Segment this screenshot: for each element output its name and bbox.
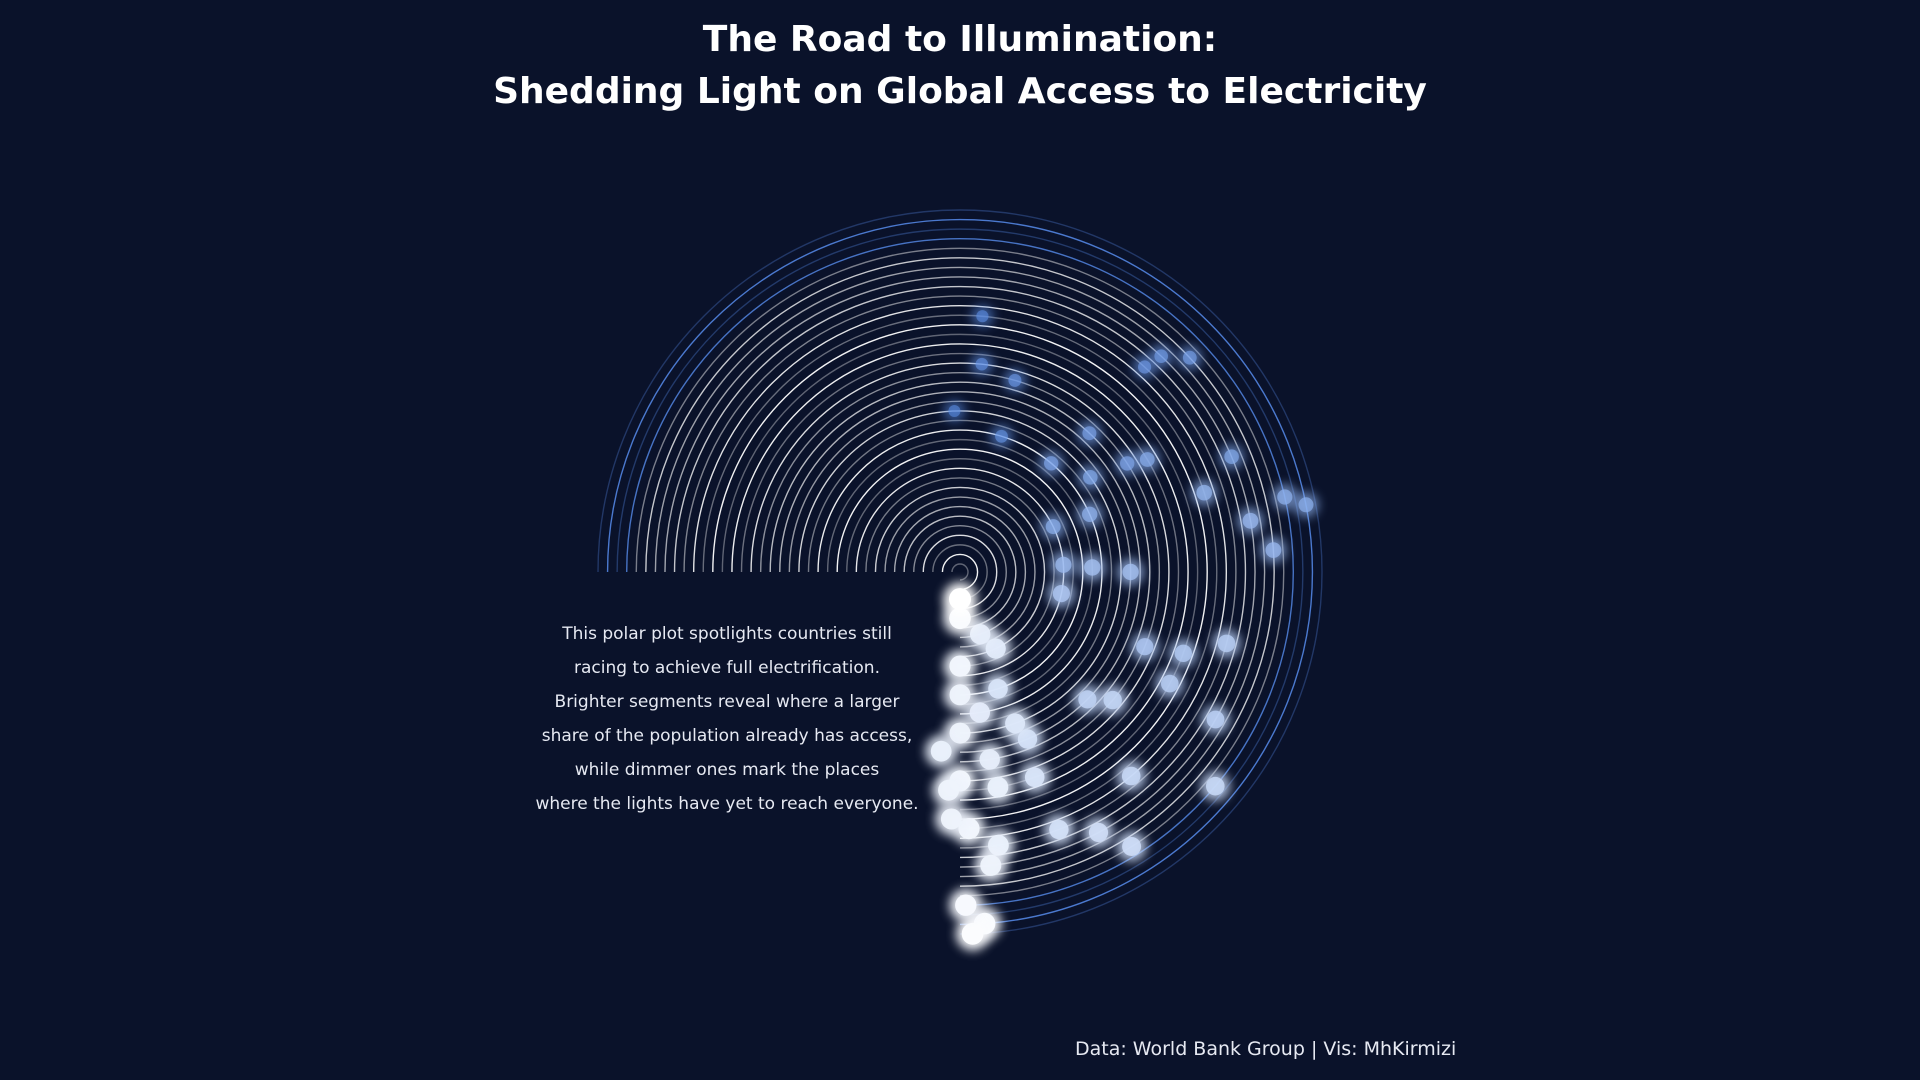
- data-point: [935, 802, 968, 836]
- polar-ring: [874, 486, 1046, 658]
- data-point: [1077, 421, 1102, 446]
- data-point: [1130, 632, 1159, 661]
- data-point: [1116, 761, 1147, 791]
- data-point: [1077, 464, 1103, 490]
- chart-description: This polar plot spotlights countries sti…: [512, 617, 942, 821]
- data-point: [1191, 479, 1218, 506]
- polar-ring: [731, 343, 1189, 801]
- polar-ring: [826, 438, 1094, 706]
- polar-ring: [626, 238, 1294, 906]
- data-point: [1132, 355, 1157, 379]
- data-point: [955, 917, 990, 951]
- chart-title: The Road to Illumination: Shedding Light…: [0, 14, 1920, 118]
- data-points: [925, 305, 1319, 951]
- data-point: [1177, 345, 1202, 370]
- data-point: [1038, 450, 1064, 476]
- description-line: racing to achieve full electrification.: [574, 658, 880, 678]
- data-point: [982, 673, 1014, 705]
- data-point: [943, 400, 966, 422]
- description-line: while dimmer ones mark the places: [574, 760, 880, 780]
- polar-ring: [932, 544, 988, 600]
- data-point: [1116, 558, 1145, 586]
- data-point: [1271, 484, 1298, 510]
- polar-ring: [683, 295, 1237, 849]
- polar-ring: [807, 419, 1113, 725]
- data-point: [1072, 684, 1103, 715]
- data-point: [1237, 507, 1264, 535]
- source-caption: Data: World Bank Group | Vis: MhKirmizi: [1075, 1038, 1457, 1060]
- chart-title-line-1: The Road to Illumination:: [702, 19, 1218, 60]
- description-line: share of the population already has acce…: [541, 726, 913, 746]
- data-point: [949, 888, 983, 922]
- data-point: [1260, 536, 1287, 564]
- data-point: [943, 582, 977, 617]
- polar-ring: [798, 410, 1122, 734]
- data-point: [981, 771, 1015, 804]
- description-line: where the lights have yet to reach every…: [535, 794, 919, 814]
- data-point: [1040, 513, 1066, 540]
- data-point: [970, 352, 994, 376]
- data-point: [1293, 492, 1319, 518]
- data-point: [1076, 501, 1103, 528]
- polar-ring: [597, 209, 1323, 935]
- polar-ring: [903, 515, 1017, 629]
- data-point: [1114, 451, 1140, 476]
- polar-ring: [951, 563, 969, 581]
- data-point: [1219, 444, 1245, 470]
- polar-ring: [702, 314, 1218, 830]
- polar-ring: [884, 496, 1036, 648]
- data-point: [925, 735, 958, 768]
- polar-ring: [606, 218, 1314, 926]
- polar-ring: [922, 534, 998, 610]
- data-point: [1047, 579, 1076, 608]
- data-point: [990, 424, 1013, 448]
- polar-ring: [712, 324, 1208, 820]
- polar-ring: [721, 333, 1199, 811]
- data-point: [1169, 639, 1198, 668]
- polar-ring: [673, 285, 1247, 859]
- polar-ring: [635, 247, 1285, 897]
- data-point: [974, 849, 1008, 882]
- data-point: [1200, 771, 1231, 802]
- data-point: [1078, 553, 1107, 582]
- data-point: [999, 707, 1031, 740]
- data-point: [932, 773, 965, 807]
- data-point: [1019, 761, 1051, 793]
- polar-ring: [740, 352, 1180, 792]
- data-point: [1155, 669, 1185, 698]
- polar-ring: [836, 448, 1084, 696]
- data-point: [1116, 831, 1147, 862]
- data-point: [1043, 814, 1075, 846]
- polar-ring: [616, 228, 1304, 916]
- data-point: [1097, 685, 1128, 715]
- description-line: This polar plot spotlights countries sti…: [562, 624, 892, 644]
- polar-ring: [750, 362, 1170, 782]
- data-point: [973, 743, 1006, 776]
- polar-ring: [913, 525, 1007, 619]
- polar-ring: [865, 477, 1055, 667]
- data-point: [971, 305, 994, 328]
- chart-title-line-2: Shedding Light on Global Access to Elect…: [493, 71, 1427, 112]
- description-line: Brighter segments reveal where a larger: [554, 692, 900, 712]
- polar-ring: [846, 458, 1074, 686]
- polar-ring: [654, 266, 1266, 878]
- data-point: [1003, 368, 1027, 392]
- data-point: [1134, 446, 1161, 473]
- data-point: [1201, 705, 1230, 734]
- data-point: [1212, 629, 1241, 658]
- data-point: [1083, 817, 1114, 848]
- polar-ring: [855, 467, 1065, 677]
- data-point: [943, 649, 977, 683]
- polar-ring: [893, 505, 1027, 639]
- data-point: [1049, 551, 1077, 579]
- data-point: [943, 678, 977, 712]
